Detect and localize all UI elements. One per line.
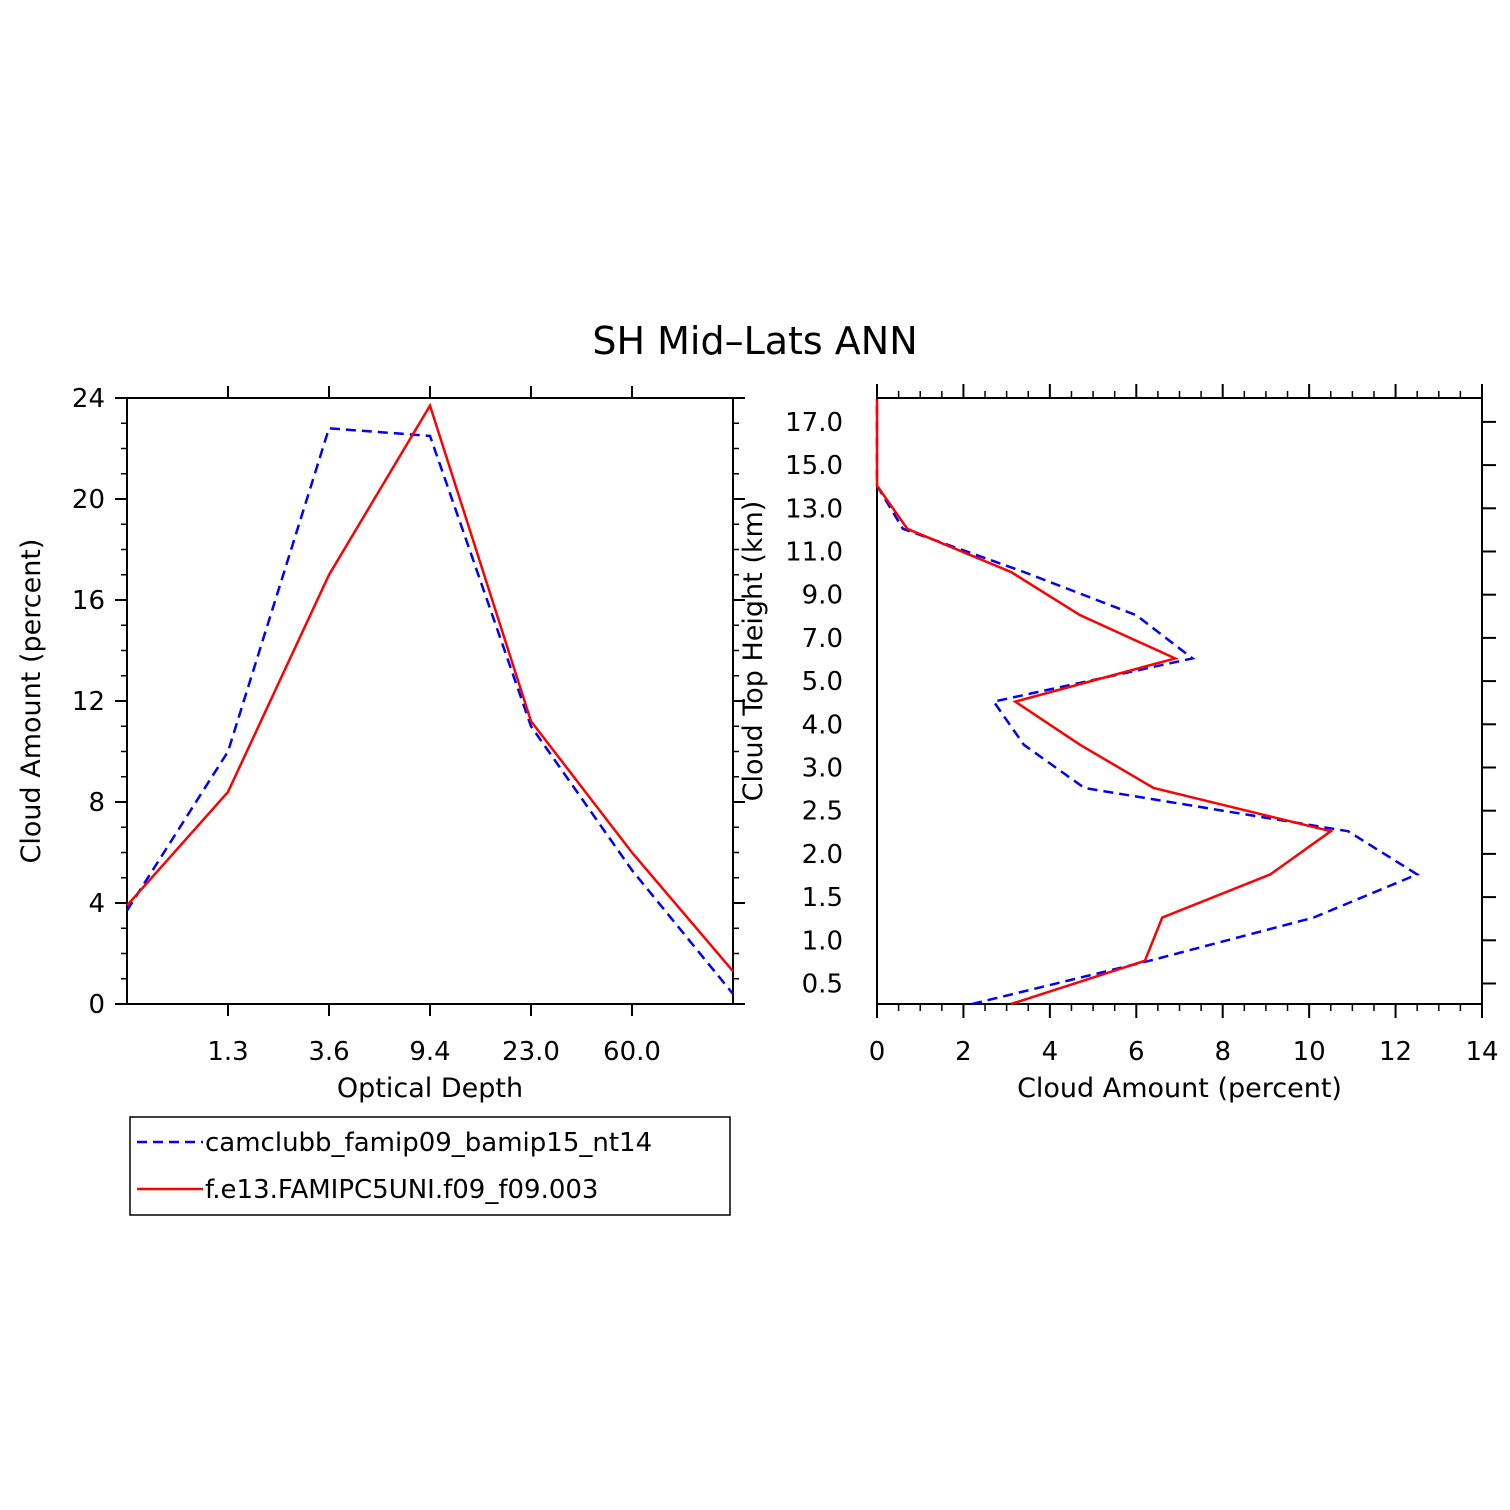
legend-label-blue: camclubb_famip09_bamip15_nt14 — [205, 1128, 652, 1158]
y-tick-label: 17.0 — [785, 408, 843, 438]
x-tick-label: 4 — [1042, 1037, 1059, 1067]
y-tick-label: 2.0 — [802, 840, 843, 870]
y-tick-label: 9.0 — [802, 581, 843, 611]
y-tick-label: 4.0 — [802, 710, 843, 740]
y-tick-label: 16 — [72, 586, 105, 616]
series-line-red — [875, 399, 1334, 1006]
y-tick-label: 11.0 — [785, 538, 843, 568]
x-tick-label: 60.0 — [603, 1037, 661, 1067]
x-axis-label: Optical Depth — [337, 1073, 523, 1104]
y-tick-label: 12 — [72, 687, 105, 717]
y-tick-label: 2.5 — [802, 797, 843, 827]
x-tick-label: 9.4 — [409, 1037, 450, 1067]
legend: camclubb_famip09_bamip15_nt14 f.e13.FAMI… — [129, 1116, 731, 1216]
plot-frame — [126, 397, 734, 1005]
y-tick-label: 5.0 — [802, 667, 843, 697]
y-tick-label: 13.0 — [785, 494, 843, 524]
x-axis-label: Cloud Amount (percent) — [1017, 1073, 1342, 1104]
y-tick-label: 0.5 — [802, 970, 843, 1000]
legend-box — [129, 1116, 731, 1216]
x-tick-label: 8 — [1214, 1037, 1231, 1067]
x-tick-label: 23.0 — [502, 1037, 560, 1067]
legend-label-red: f.e13.FAMIPC5UNI.f09_f09.003 — [205, 1175, 598, 1205]
x-tick-label: 0 — [869, 1037, 886, 1067]
x-tick-label: 3.6 — [308, 1037, 349, 1067]
x-tick-label: 2 — [955, 1037, 972, 1067]
x-tick-label: 12 — [1379, 1037, 1412, 1067]
y-tick-label: 7.0 — [802, 624, 843, 654]
cloud-top-height-panel: 0.5 1.0 1.5 2.0 2.5 3.0 4.0 5.0 7.0 9.0 11.0 13.0 15… — [738, 384, 1499, 1104]
optical-depth-panel: 0 4 8 12 16 20 24 1.3 3.6 9.4 23.0 60.0 Optical Dept… — [16, 384, 745, 1104]
y-tick-label: 1.5 — [802, 883, 843, 913]
y-axis-label: Cloud Top Height (km) — [738, 501, 769, 802]
y-tick-label: 20 — [72, 485, 105, 515]
figure-title: SH Mid–Lats ANN — [592, 319, 917, 363]
y-axis-label: Cloud Amount (percent) — [16, 539, 47, 864]
series-line-red — [126, 402, 734, 973]
series-line-blue — [875, 399, 1420, 1006]
y-tick-label: 1.0 — [802, 926, 843, 956]
plot-frame — [876, 397, 1483, 1005]
x-tick-label: 10 — [1293, 1037, 1326, 1067]
y-tick-label: 24 — [72, 384, 105, 414]
x-tick-label: 14 — [1465, 1037, 1498, 1067]
series-line-blue — [125, 426, 734, 995]
x-tick-label: 1.3 — [207, 1037, 248, 1067]
y-tick-label: 8 — [88, 788, 105, 818]
y-tick-label: 3.0 — [802, 754, 843, 784]
y-tick-label: 4 — [88, 889, 105, 919]
y-tick-label: 0 — [88, 990, 105, 1020]
x-tick-label: 6 — [1128, 1037, 1145, 1067]
y-tick-label: 15.0 — [785, 451, 843, 481]
